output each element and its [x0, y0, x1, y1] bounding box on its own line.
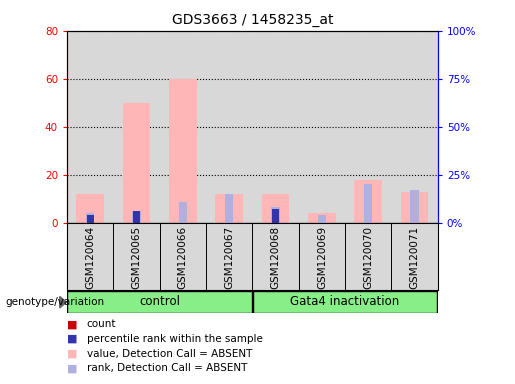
- Bar: [411, 220, 418, 223]
- Text: percentile rank within the sample: percentile rank within the sample: [87, 334, 263, 344]
- Bar: [401, 192, 428, 223]
- Bar: [67, 291, 252, 313]
- Text: GSM120066: GSM120066: [178, 226, 188, 289]
- Bar: [253, 291, 437, 313]
- Bar: [87, 218, 94, 223]
- Bar: [179, 220, 186, 223]
- Text: GSM120065: GSM120065: [131, 226, 142, 289]
- Text: GSM120064: GSM120064: [85, 226, 95, 289]
- Text: genotype/variation: genotype/variation: [5, 297, 104, 307]
- Bar: [226, 220, 233, 223]
- Bar: [354, 180, 382, 223]
- Polygon shape: [60, 296, 66, 308]
- Bar: [179, 202, 187, 223]
- Text: GSM120070: GSM120070: [363, 226, 373, 289]
- Text: Gata4 inactivation: Gata4 inactivation: [290, 295, 400, 308]
- Bar: [271, 207, 280, 223]
- Bar: [308, 213, 336, 223]
- Bar: [272, 209, 279, 223]
- Bar: [133, 220, 140, 223]
- Bar: [215, 194, 243, 223]
- Bar: [86, 213, 94, 223]
- Text: GSM120069: GSM120069: [317, 226, 327, 289]
- Text: control: control: [139, 295, 180, 308]
- Bar: [365, 220, 372, 223]
- Bar: [364, 184, 372, 223]
- Text: ■: ■: [67, 363, 77, 373]
- Bar: [318, 215, 326, 223]
- Bar: [318, 220, 325, 223]
- Bar: [123, 103, 150, 223]
- Bar: [225, 194, 233, 223]
- Bar: [410, 190, 419, 223]
- Text: GSM120071: GSM120071: [409, 226, 420, 289]
- Text: GSM120068: GSM120068: [270, 226, 281, 289]
- Text: ■: ■: [67, 319, 77, 329]
- Text: ■: ■: [67, 334, 77, 344]
- Bar: [133, 211, 140, 223]
- Bar: [262, 194, 289, 223]
- Bar: [132, 211, 141, 223]
- Bar: [76, 194, 104, 223]
- Bar: [169, 79, 197, 223]
- Bar: [272, 220, 279, 223]
- Bar: [87, 215, 94, 223]
- Text: GDS3663 / 1458235_at: GDS3663 / 1458235_at: [171, 13, 333, 27]
- Text: GSM120067: GSM120067: [224, 226, 234, 289]
- Text: count: count: [87, 319, 116, 329]
- Text: value, Detection Call = ABSENT: value, Detection Call = ABSENT: [87, 349, 252, 359]
- Text: rank, Detection Call = ABSENT: rank, Detection Call = ABSENT: [87, 363, 247, 373]
- Text: ■: ■: [67, 349, 77, 359]
